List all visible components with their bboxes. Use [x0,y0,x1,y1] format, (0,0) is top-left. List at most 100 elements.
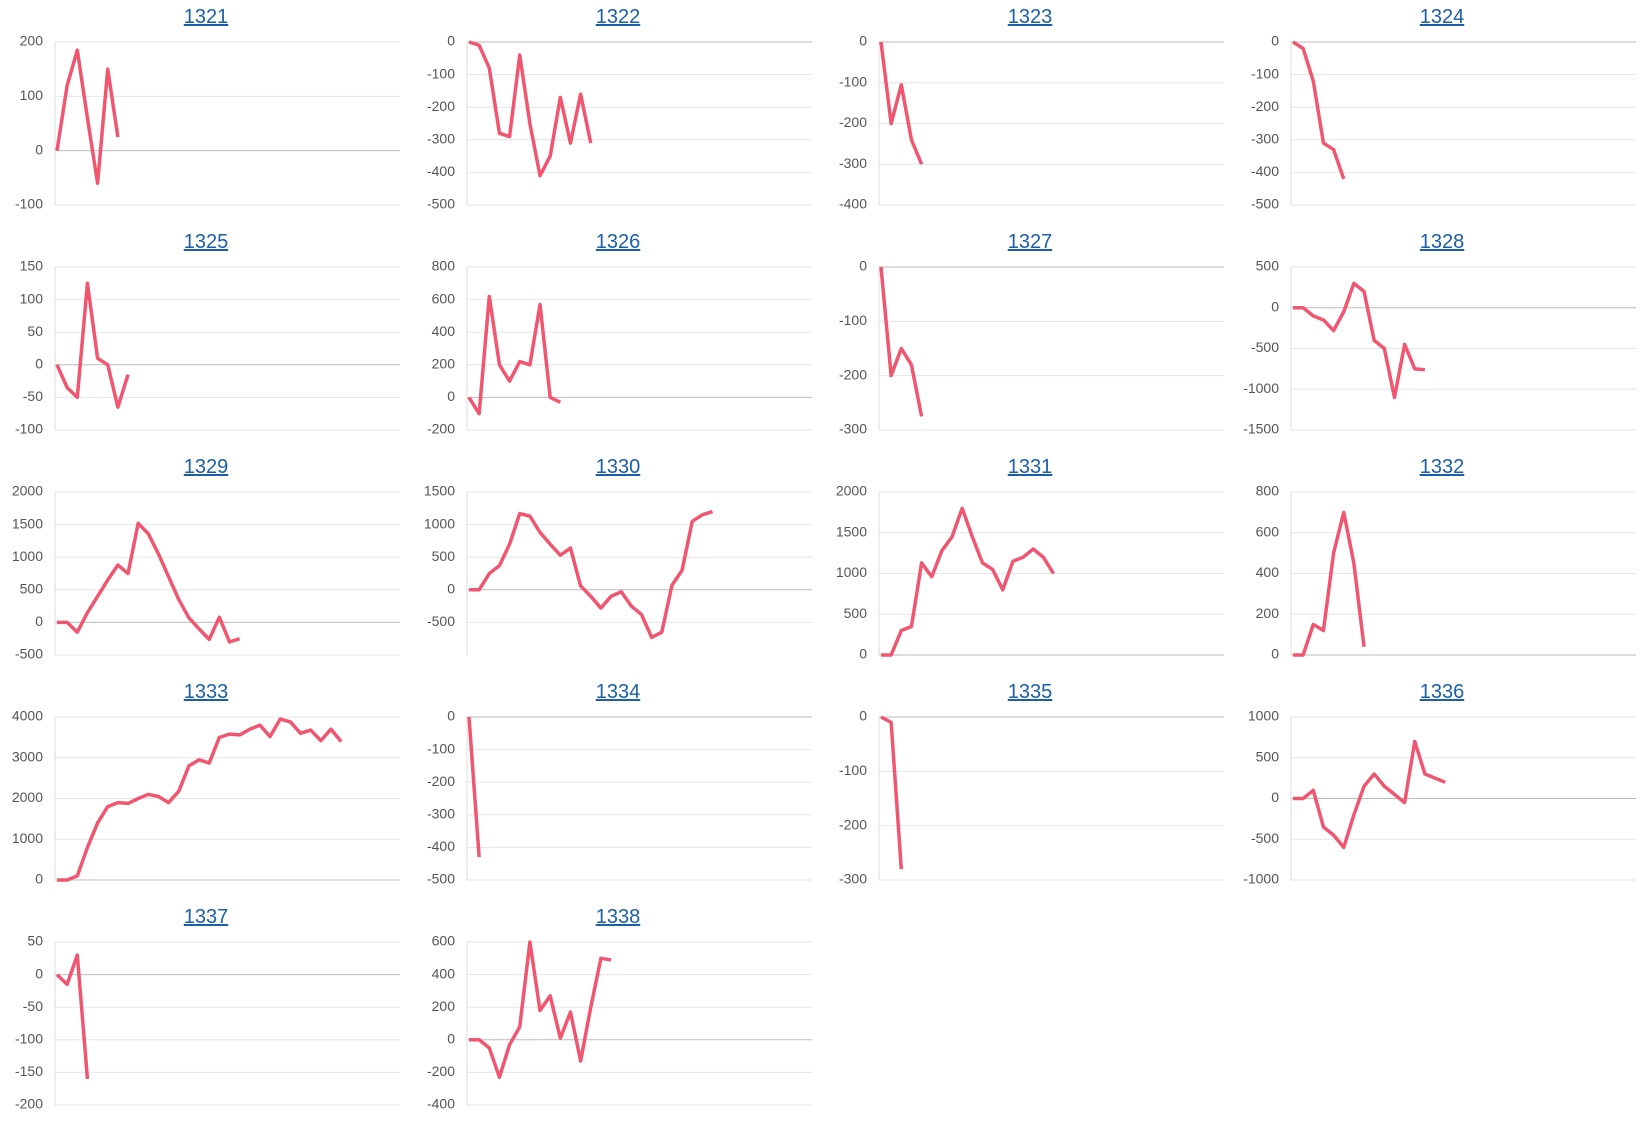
y-tick-label: -500 [427,871,455,887]
y-tick-label: 50 [27,933,43,949]
chart-title-link[interactable]: 1332 [1419,456,1465,478]
y-tick-label: -200 [15,1096,43,1112]
y-tick-label: -400 [427,838,455,854]
chart: -100 0 100 200 [15,33,400,212]
data-line [880,715,904,870]
y-tick-label: -200 [427,1063,455,1079]
chart: 0 200 400 600 800 [1256,483,1636,662]
y-tick-label: -500 [1251,339,1279,355]
y-tick-label: 500 [844,605,868,621]
chart-title-link[interactable]: 1329 [183,456,229,478]
y-tick-label: 0 [35,356,43,372]
y-tick-label: -200 [427,98,455,114]
chart-cell: 1321 -100 0 100 200 [0,0,412,225]
y-tick-label: 100 [20,87,44,103]
chart-title-link[interactable]: 1338 [595,906,641,928]
chart-title-link[interactable]: 1334 [595,681,641,703]
chart-title-link[interactable]: 1333 [183,681,229,703]
y-tick-label: 3000 [12,748,43,764]
y-tick-label: -1000 [1243,380,1279,396]
chart: -200 0 200 400 600 800 [427,258,812,437]
chart-cell: 1327 -300 -200 -100 0 [824,225,1236,450]
data-line [55,48,120,186]
y-tick-label: 0 [35,871,43,887]
data-line [468,40,593,178]
y-tick-label: 0 [1271,33,1279,49]
y-tick-label: -1500 [1243,421,1279,437]
chart-title-link[interactable]: 1321 [183,6,229,28]
y-tick-label: -300 [427,806,455,822]
y-tick-label: 1500 [12,515,43,531]
chart-cell: 1328 -1500 -1000 -500 0 500 [1236,225,1648,450]
y-tick-label: -100 [839,312,867,328]
data-line [1293,739,1446,850]
chart-title-link[interactable]: 1323 [1007,6,1053,28]
y-tick-label: 0 [35,965,43,981]
chart-title-link[interactable]: 1330 [595,456,641,478]
data-line [879,266,924,417]
y-tick-label: 200 [432,998,456,1014]
y-tick-label: 100 [20,290,44,306]
chart-cell: 1336 -1000 -500 0 500 1000 [1236,675,1648,900]
chart-cell: 1337 -200 -150 -100 -50 0 50 [0,900,412,1125]
y-tick-label: 400 [1256,564,1280,580]
chart: -100 -50 0 50 100 150 [15,258,400,437]
data-line [1293,510,1366,657]
chart-title-link[interactable]: 1326 [595,231,641,253]
chart-title-link[interactable]: 1322 [595,6,641,28]
y-tick-label: 1000 [1248,708,1279,724]
y-tick-label: 0 [447,581,455,597]
y-tick-label: 2000 [12,789,43,805]
chart-title-link[interactable]: 1328 [1419,231,1465,253]
y-tick-label: -500 [15,646,43,662]
y-tick-label: 4000 [12,708,43,724]
chart-cell: 1326 -200 0 200 400 600 800 [412,225,824,450]
y-tick-label: -300 [839,155,867,171]
chart-cell: 1323 -400 -300 -200 -100 0 [824,0,1236,225]
y-tick-label: -150 [15,1063,43,1079]
chart-title-link[interactable]: 1335 [1007,681,1053,703]
chart-title-link[interactable]: 1331 [1007,456,1053,478]
chart-title-link[interactable]: 1336 [1419,681,1465,703]
y-tick-label: -500 [1251,830,1279,846]
chart: -400 -300 -200 -100 0 [839,33,1224,212]
y-tick-label: 0 [859,646,867,662]
chart: -500 -400 -300 -200 -100 0 [427,708,812,887]
y-tick-label: -100 [15,196,43,212]
y-tick-label: 500 [1256,258,1280,274]
chart: -500 0 500 1000 1500 [424,483,812,655]
y-tick-label: 0 [447,708,455,724]
y-tick-label: 1000 [12,830,43,846]
y-tick-label: 2000 [12,483,43,499]
y-tick-label: -300 [839,421,867,437]
chart: -500 -400 -300 -200 -100 0 [1251,33,1636,212]
chart-cell: 1333 0 1000 2000 3000 4000 [0,675,412,900]
y-tick-label: 400 [432,965,456,981]
chart-title-link[interactable]: 1325 [183,231,229,253]
chart: -300 -200 -100 0 [839,708,1224,887]
y-tick-label: -100 [839,73,867,89]
y-tick-label: 0 [447,33,455,49]
data-line [1293,281,1426,400]
chart-title-link[interactable]: 1324 [1419,6,1465,28]
y-tick-label: 800 [1256,483,1280,499]
y-tick-label: 600 [432,290,456,306]
y-tick-label: 1000 [12,548,43,564]
chart-title-link[interactable]: 1327 [1007,231,1053,253]
y-tick-label: 0 [859,708,867,724]
y-tick-label: -200 [427,421,455,437]
chart-title-link[interactable]: 1337 [183,906,229,928]
data-line [55,281,130,409]
y-tick-label: -50 [23,998,43,1014]
y-tick-label: 0 [447,388,455,404]
y-tick-label: -300 [839,871,867,887]
chart: 0 500 1000 1500 2000 [836,483,1224,662]
chart-cell: 1331 0 500 1000 1500 2000 [824,450,1236,675]
y-tick-label: 500 [1256,748,1280,764]
y-tick-label: -100 [15,1031,43,1047]
chart: -300 -200 -100 0 [839,258,1224,437]
y-tick-label: 200 [432,356,456,372]
y-tick-label: -500 [427,613,455,629]
y-tick-label: -100 [839,762,867,778]
data-line [55,953,90,1080]
